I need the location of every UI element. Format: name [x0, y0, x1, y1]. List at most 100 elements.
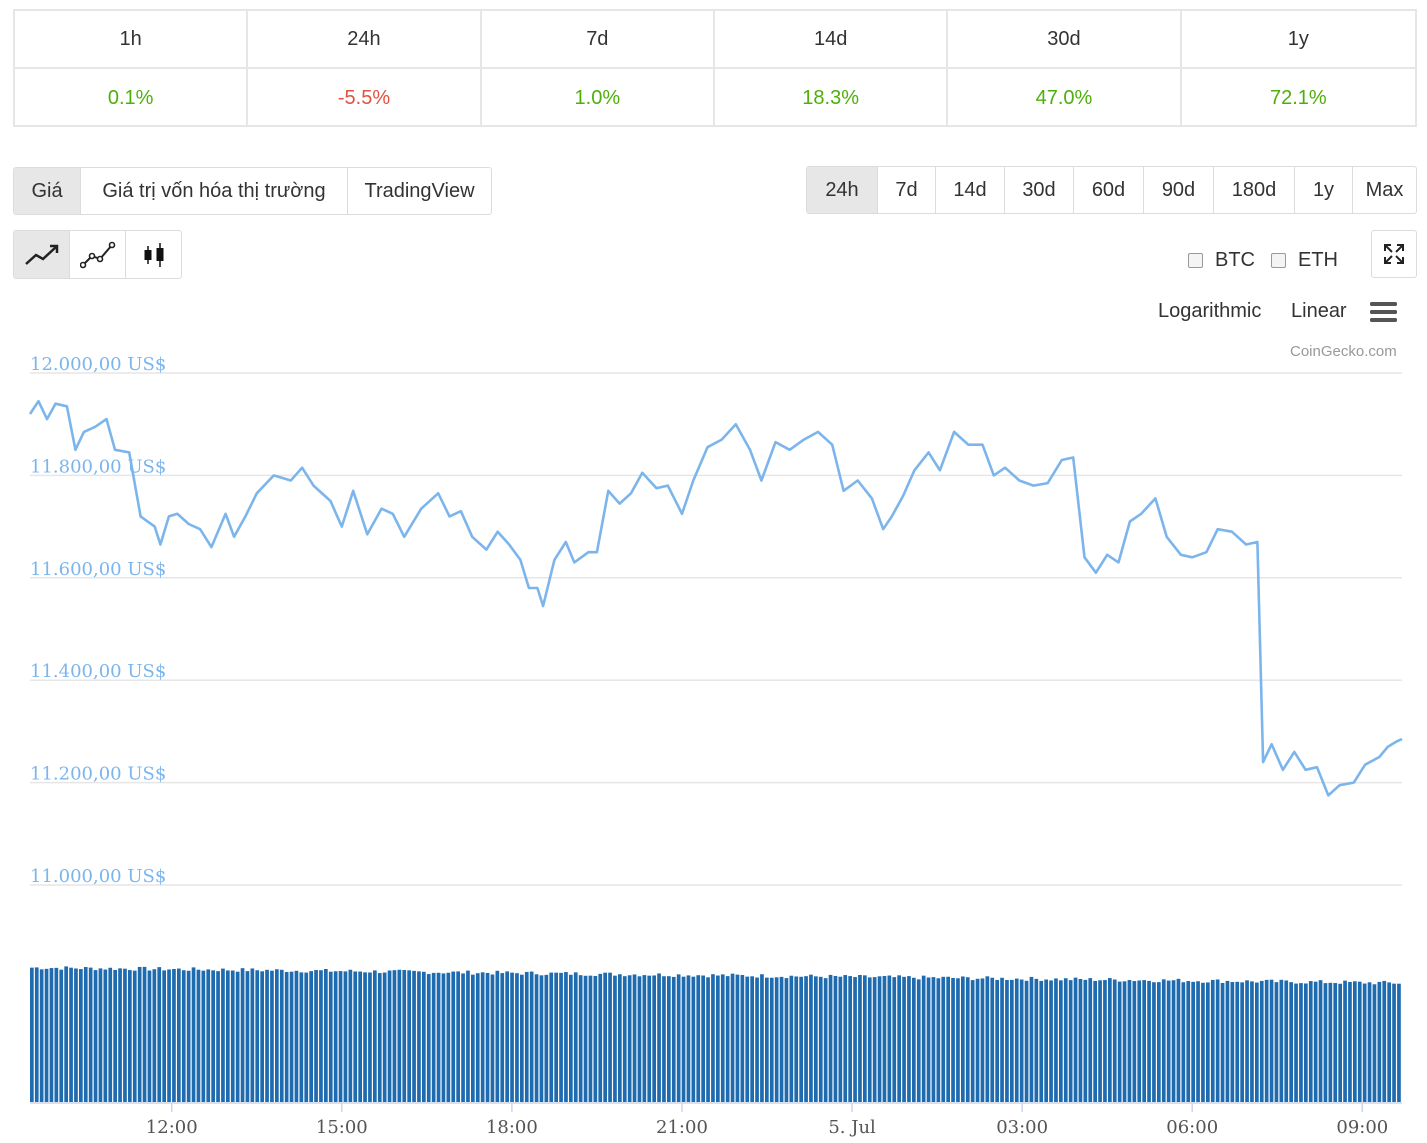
volume-bar	[760, 974, 764, 1102]
volume-bar	[456, 971, 460, 1102]
volume-bar	[1333, 983, 1338, 1102]
compare-eth[interactable]: ETH	[1271, 249, 1338, 272]
volume-bar	[1210, 979, 1215, 1102]
eth-checkbox[interactable]	[1271, 253, 1286, 268]
volume-bar	[1166, 980, 1171, 1102]
volume-bar	[745, 976, 750, 1102]
volume-bar	[1338, 983, 1342, 1102]
volume-bar	[863, 975, 867, 1102]
volume-bar	[54, 967, 59, 1102]
volume-bar	[196, 969, 201, 1102]
volume-bar	[123, 968, 127, 1102]
volume-bar	[716, 975, 720, 1102]
volume-bar	[1230, 982, 1235, 1102]
volume-bar	[142, 966, 147, 1102]
volume-bar	[358, 971, 362, 1102]
btc-checkbox[interactable]	[1188, 253, 1203, 268]
range-90d[interactable]: 90d	[1144, 167, 1214, 213]
volume-bar	[1353, 981, 1357, 1102]
volume-bar	[1382, 980, 1387, 1102]
line-chart-button[interactable]	[14, 231, 70, 278]
range-1y[interactable]: 1y	[1295, 167, 1353, 213]
x-tick-label: 18:00	[486, 1117, 538, 1138]
volume-bar	[1014, 978, 1019, 1102]
tab-tradingview[interactable]: TradingView	[364, 179, 475, 202]
volume-bar	[451, 971, 456, 1102]
volume-bar	[294, 970, 299, 1102]
volume-bar	[1348, 981, 1352, 1102]
price-line	[28, 399, 1403, 797]
chart-menu-icon[interactable]	[1370, 301, 1397, 323]
volume-bar	[559, 972, 563, 1102]
range-14d[interactable]: 14d	[936, 167, 1005, 213]
view-tabs: Giá Giá trị vốn hóa thị trường TradingVi…	[13, 167, 492, 215]
volume-bar	[353, 971, 358, 1102]
volume-bar	[260, 971, 264, 1102]
volume-bar	[1274, 982, 1279, 1102]
volume-bar	[936, 978, 941, 1102]
scale-logarithmic-button[interactable]: Logarithmic	[1158, 300, 1262, 322]
volume-bar	[828, 974, 833, 1102]
candlestick-chart-button[interactable]	[126, 231, 181, 278]
volume-bar	[34, 967, 39, 1102]
volume-bar	[186, 970, 191, 1102]
volume-bar	[858, 974, 862, 1102]
volume-bar	[843, 975, 848, 1102]
volume-bar	[377, 973, 382, 1102]
volume-bar	[965, 977, 970, 1102]
volume-bar	[912, 977, 916, 1102]
volume-bar	[211, 970, 215, 1102]
volume-bar	[887, 975, 892, 1102]
volume-bar	[167, 969, 171, 1102]
volume-bar	[387, 970, 392, 1102]
volume-bar	[441, 973, 446, 1102]
volume-bar	[569, 974, 573, 1102]
range-180d[interactable]: 180d	[1214, 167, 1295, 213]
volume-bar	[583, 975, 588, 1102]
volume-bar	[1201, 982, 1205, 1102]
compare-btc[interactable]: BTC	[1188, 249, 1255, 272]
volume-bar	[1245, 980, 1249, 1102]
volume-bar	[1387, 982, 1391, 1102]
volume-bar	[1240, 982, 1244, 1102]
volume-bar	[480, 972, 485, 1102]
fullscreen-button[interactable]	[1371, 230, 1417, 278]
volume-bar	[784, 978, 789, 1102]
volume-bar	[436, 972, 441, 1102]
volume-bar	[534, 974, 539, 1102]
volume-bar	[809, 974, 813, 1102]
range-30d[interactable]: 30d	[1005, 167, 1074, 213]
tab-price[interactable]: Giá	[14, 168, 81, 214]
period-header: 7d	[481, 11, 715, 69]
volume-bar	[485, 972, 490, 1102]
x-tick-label: 15:00	[316, 1117, 368, 1138]
chart-type-toggle	[13, 230, 182, 279]
volume-bar	[853, 977, 857, 1102]
volume-bar	[348, 969, 353, 1102]
volume-bar	[907, 976, 911, 1102]
volume-bar	[103, 969, 108, 1102]
tab-market-cap[interactable]: Giá trị vốn hóa thị trường	[81, 168, 348, 214]
range-max[interactable]: Max	[1365, 178, 1404, 201]
range-7d[interactable]: 7d	[878, 167, 936, 213]
volume-bar	[838, 976, 843, 1102]
volume-bar	[1000, 977, 1004, 1102]
volume-bar	[1098, 980, 1102, 1102]
period-change-value: 72.1%	[1269, 86, 1327, 109]
volume-bar	[823, 978, 828, 1102]
x-tick-label: 03:00	[996, 1117, 1048, 1138]
range-24h[interactable]: 24h	[807, 167, 878, 213]
volume-bar	[789, 975, 794, 1102]
point-line-chart-button[interactable]	[70, 231, 126, 278]
period-header: 1h	[15, 11, 249, 69]
volume-bar	[79, 969, 83, 1102]
volume-bar	[275, 969, 279, 1102]
volume-bar	[1068, 980, 1073, 1102]
volume-bar	[730, 973, 735, 1102]
volume-bar	[162, 970, 166, 1102]
volume-bar	[1137, 980, 1142, 1102]
range-60d[interactable]: 60d	[1074, 167, 1144, 213]
volume-bar	[363, 972, 367, 1102]
volume-bar	[201, 970, 206, 1102]
scale-linear-button[interactable]: Linear	[1291, 300, 1347, 322]
